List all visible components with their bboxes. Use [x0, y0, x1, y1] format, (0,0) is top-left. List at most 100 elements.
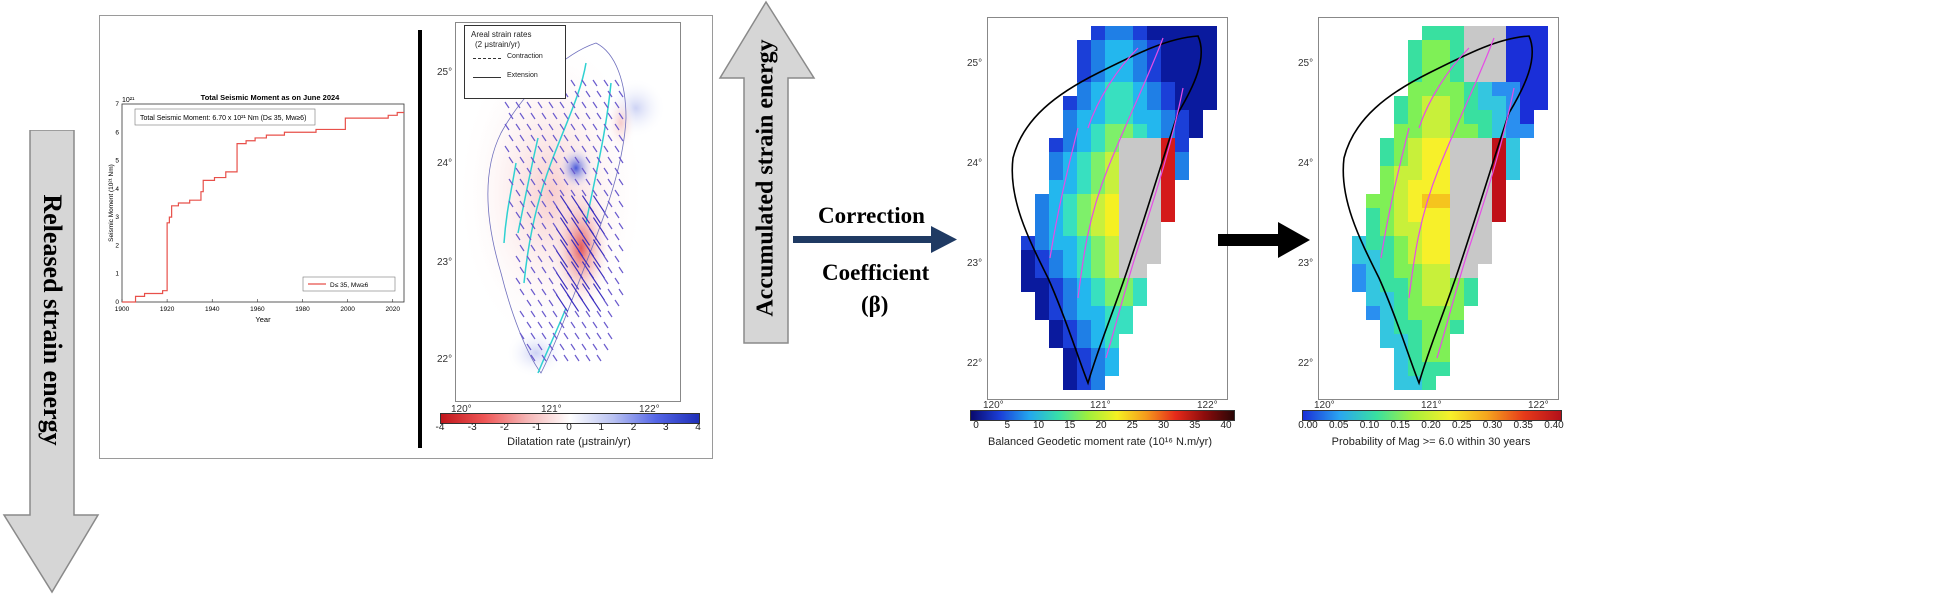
strain-vector	[596, 310, 602, 318]
raster-cell	[1119, 180, 1133, 194]
colorbar-tick: 0	[566, 422, 572, 433]
raster-cell	[1408, 334, 1422, 348]
raster-cell	[1175, 82, 1189, 96]
raster-cell	[1063, 376, 1077, 390]
strain-vector	[596, 156, 602, 164]
strain-vector	[614, 255, 620, 263]
strain-vector	[592, 145, 598, 153]
raster-cell	[1119, 152, 1133, 166]
chart-xtick: 2000	[340, 306, 355, 313]
mr-lon-120: 120°	[983, 400, 1004, 411]
mr-lon-121: 121°	[1090, 400, 1111, 411]
strain-vector	[559, 321, 565, 329]
legend-title: Areal strain rates	[471, 30, 532, 39]
raster-cell	[1091, 82, 1105, 96]
strain-vector	[618, 200, 624, 208]
pr-lat-25: 25°	[1298, 58, 1314, 69]
raster-cell	[1147, 152, 1161, 166]
raster-cell	[1119, 82, 1133, 96]
raster-cell	[1203, 40, 1217, 54]
raster-cell	[1105, 166, 1119, 180]
raster-cell	[1133, 152, 1147, 166]
raster-cell	[1366, 222, 1380, 236]
areal-strain-legend: Areal strain rates (2 μstrain/yr) Contra…	[464, 25, 566, 99]
moment-rate-colorbar-label: Balanced Geodetic moment rate (10¹⁶ N.m/…	[987, 436, 1213, 448]
raster-cell	[1077, 82, 1091, 96]
total-moment-box-text: Total Seismic Moment: 6.70 x 10²¹ Nm (D≤…	[140, 115, 306, 122]
raster-cell	[1408, 180, 1422, 194]
strain-vector	[537, 255, 543, 263]
raster-cell	[1422, 236, 1436, 250]
raster-cell	[1063, 292, 1077, 306]
raster-cell	[1450, 320, 1464, 334]
raster-cell	[1408, 264, 1422, 278]
raster-cell	[1478, 82, 1492, 96]
panel-divider	[418, 30, 422, 448]
strain-vector	[537, 167, 543, 175]
raster-cell	[1436, 194, 1450, 208]
strain-vector	[566, 206, 580, 224]
raster-cell	[1063, 222, 1077, 236]
raster-cell	[1091, 110, 1105, 124]
chart-ytick: 4	[115, 186, 119, 193]
dil-lon-121: 121°	[541, 404, 562, 415]
raster-cell	[1436, 68, 1450, 82]
strain-vector	[552, 354, 558, 362]
strain-vector	[592, 79, 598, 87]
raster-cell	[1394, 208, 1408, 222]
strain-vector	[504, 101, 510, 109]
raster-cell	[1035, 236, 1049, 250]
raster-cell	[1394, 222, 1408, 236]
raster-cell	[1380, 264, 1394, 278]
raster-cell	[1450, 96, 1464, 110]
strain-vector	[526, 145, 532, 153]
strain-vector	[588, 294, 602, 312]
raster-cell	[1450, 138, 1464, 152]
released-label: Released strain energy	[38, 194, 67, 446]
raster-cell	[1147, 250, 1161, 264]
released-panel-frame	[99, 15, 713, 459]
dilatation-map	[456, 33, 666, 378]
strain-vector	[614, 277, 620, 285]
chart-ytick: 0	[115, 299, 119, 306]
dilatation-colorbar	[440, 413, 700, 424]
raster-cell	[1175, 26, 1189, 40]
raster-cell	[1450, 166, 1464, 180]
raster-cell	[1119, 320, 1133, 334]
strain-vector	[515, 255, 521, 263]
strain-vector	[618, 178, 624, 186]
raster-cell	[1133, 26, 1147, 40]
colorbar-tick: 30	[1157, 420, 1170, 431]
raster-cell	[1105, 68, 1119, 82]
raster-cell	[1394, 278, 1408, 292]
strain-vector	[570, 101, 576, 109]
strain-vector	[504, 123, 510, 131]
raster-cell	[1077, 96, 1091, 110]
raster-cell	[1119, 68, 1133, 82]
raster-cell	[1422, 194, 1436, 208]
strain-vector	[603, 277, 609, 285]
raster-cell	[1049, 166, 1063, 180]
raster-cell	[1450, 208, 1464, 222]
plot-area	[121, 103, 405, 303]
pr-lat-22: 22°	[1298, 358, 1314, 369]
raster-cell	[1063, 278, 1077, 292]
raster-cell	[1366, 208, 1380, 222]
raster-cell	[1049, 334, 1063, 348]
strain-vector	[574, 156, 580, 164]
raster-cell	[1478, 152, 1492, 166]
strain-vector	[614, 189, 620, 197]
strain-vector	[603, 321, 609, 329]
strain-vector	[537, 101, 543, 109]
strain-vector	[519, 332, 525, 340]
raster-cell	[1506, 82, 1520, 96]
strain-vector	[585, 156, 591, 164]
strain-vector	[548, 167, 554, 175]
strain-vector	[596, 134, 602, 142]
raster-cell	[1380, 138, 1394, 152]
raster-cell	[1133, 278, 1147, 292]
strain-vector	[618, 288, 624, 296]
strain-vector	[592, 239, 606, 257]
raster-cell	[1133, 124, 1147, 138]
strain-vector	[603, 123, 609, 131]
